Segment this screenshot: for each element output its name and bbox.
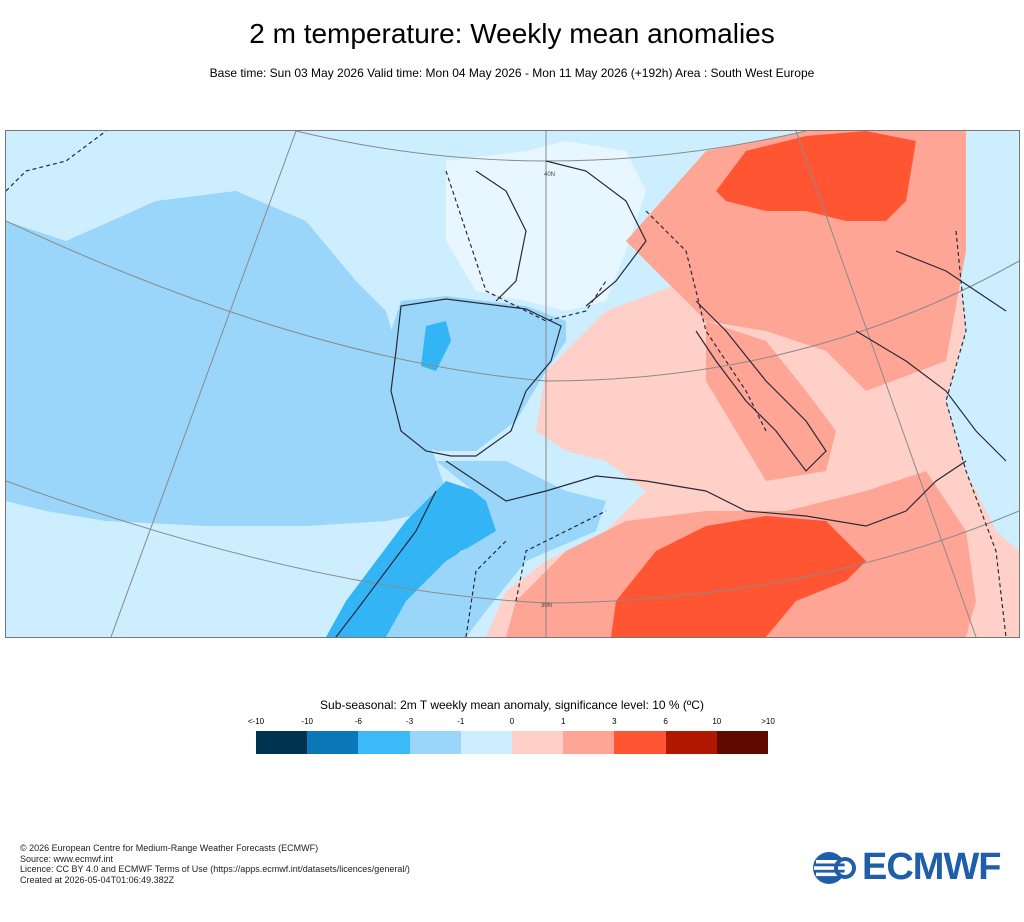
ecmwf-logo: ECMWF	[812, 846, 1002, 889]
map-canvas: 40N 30N	[6, 131, 1019, 637]
legend-title: Sub-seasonal: 2m T weekly mean anomaly, …	[320, 698, 704, 712]
legend-swatch	[512, 731, 564, 754]
legend-ticks: <-10 -10 -6 -3 -1 0 1 3 6 10 >10	[248, 717, 775, 729]
ecmwf-logo-text: ECMWF	[862, 846, 1002, 888]
legend-tick: -3	[406, 717, 414, 726]
iberia-cold-patch	[421, 321, 451, 371]
legend-tick: 6	[663, 717, 668, 726]
footer-licence: Licence: CC BY 4.0 and ECMWF Terms of Us…	[20, 864, 410, 874]
chart-subtitle: Base time: Sun 03 May 2026 Valid time: M…	[209, 66, 815, 80]
legend-tick: 1	[560, 717, 566, 726]
legend-swatch	[665, 731, 717, 754]
lat-label-30n: 30N	[541, 603, 552, 609]
footer-credits: © 2026 European Centre for Medium-Range …	[20, 843, 410, 885]
legend-tick: 10	[712, 717, 722, 726]
lat-label-40n: 40N	[544, 172, 555, 178]
footer-copyright: © 2026 European Centre for Medium-Range …	[20, 843, 319, 853]
sahara-hot-region	[611, 516, 866, 637]
significance-contours	[6, 131, 1007, 637]
graticule	[6, 131, 1019, 637]
footer-source: Source: www.ecmwf.int	[20, 853, 114, 864]
coastlines	[335, 160, 1007, 637]
chart-title: 2 m temperature: Weekly mean anomalies	[249, 18, 775, 49]
anomaly-map: 40N 30N	[5, 130, 1020, 638]
legend-tick: 0	[509, 717, 515, 726]
footer-created: Created at 2026-05-04T01:06:49.382Z	[20, 874, 175, 885]
legend-tick: 3	[612, 717, 617, 726]
morocco-strong-cold-region	[326, 481, 506, 637]
legend-colorbar	[256, 731, 769, 754]
atlantic-cold-anomaly-region	[6, 191, 446, 526]
legend-tick: -6	[354, 717, 362, 726]
italy-warm-region	[706, 321, 836, 481]
legend-swatch	[716, 731, 769, 754]
legend-tick: -1	[457, 717, 465, 726]
legend-swatch	[409, 731, 461, 754]
legend-tick: -10	[301, 717, 313, 726]
legend-swatch	[256, 731, 308, 754]
central-europe-hot-region	[716, 131, 916, 221]
legend-swatch	[614, 731, 666, 754]
legend-tick: >10	[761, 717, 775, 726]
legend-tick: <-10	[247, 717, 265, 726]
legend-swatch	[307, 731, 359, 754]
legend-swatch	[460, 731, 513, 754]
ecmwf-logo-icon	[813, 851, 858, 884]
legend-swatch	[563, 731, 615, 754]
legend-swatch	[358, 731, 410, 754]
